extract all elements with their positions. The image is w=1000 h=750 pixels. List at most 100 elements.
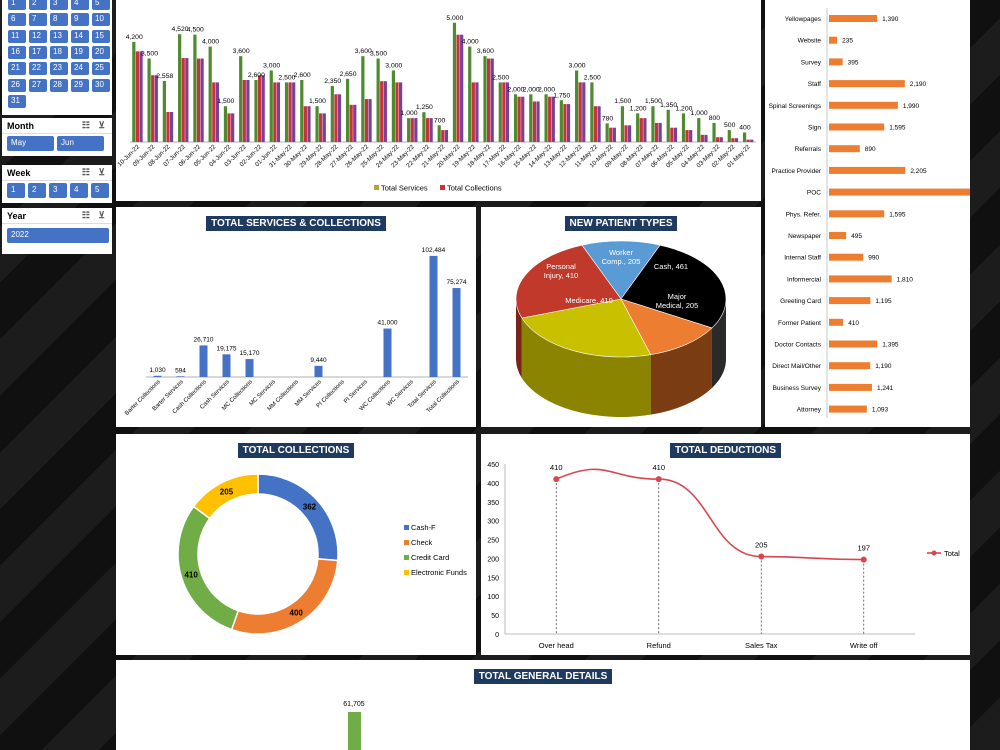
year-button-2022[interactable]: 2022 [7,228,109,243]
daily-bar-series3 [337,94,342,142]
deductions-y-tick: 150 [487,575,499,582]
daily-bar-collections [395,82,399,142]
day-slicer: 1 2 3 4 5 6 7 8 9 10 11 12 13 14 15 16 17 18 19 20 21 22 23 24 2… [2,0,112,115]
daily-bar-services [513,94,518,142]
day-button-15[interactable]: 15 [92,29,110,43]
day-button-4[interactable]: 4 [71,0,89,10]
daily-data-label: 4,000 [202,39,219,46]
referral-bar [829,101,898,109]
day-button-31[interactable]: 31 [8,94,26,108]
week-button-3[interactable]: 3 [49,183,67,198]
week-button-4[interactable]: 4 [70,183,88,198]
referral-category-label: Internal Staff [784,255,821,262]
day-button-10[interactable]: 10 [92,13,110,27]
daily-bar-collections [548,96,552,142]
day-button-27[interactable]: 27 [29,78,47,92]
day-button-23[interactable]: 23 [50,62,68,76]
referral-category-label: Former Patient [778,320,821,327]
daily-bar-series3 [536,101,540,142]
day-button-21[interactable]: 21 [8,62,26,76]
day-button-17[interactable]: 17 [29,45,47,59]
daily-data-label: 1,500 [217,98,234,105]
patient-slice-side [650,327,712,415]
referral-category-label: POC [807,190,821,197]
day-button-3[interactable]: 3 [50,0,68,10]
deductions-y-tick: 350 [487,500,499,507]
daily-bar-series3 [505,82,510,142]
daily-data-label: 3,600 [233,48,250,55]
daily-data-label: 1,250 [416,104,433,111]
deductions-y-tick: 100 [487,594,499,601]
day-button-13[interactable]: 13 [50,29,68,43]
day-button-25[interactable]: 25 [92,62,110,76]
referral-bar [829,166,906,174]
day-button-30[interactable]: 30 [92,78,110,92]
slicer-multiselect-icon[interactable]: ☷ ⊻ [81,120,108,130]
daily-bar-series3 [215,82,219,142]
day-button-6[interactable]: 6 [8,13,26,27]
day-button-16[interactable]: 16 [8,45,26,59]
day-button-18[interactable]: 18 [50,45,68,59]
deductions-y-tick: 0 [495,632,499,639]
slicer-clear-filter-icon[interactable]: ☷ ⊻ [81,167,108,177]
referral-value-label: 235 [842,38,853,45]
daily-bar-series3 [582,82,586,142]
month-slicer: Month ☷ ⊻ May Jun [2,118,112,156]
day-button-12[interactable]: 12 [29,29,47,43]
day-button-14[interactable]: 14 [71,29,89,43]
daily-data-label: 2,000 [507,86,524,93]
daily-bar-series3 [261,75,265,142]
year-slicer-header: Year ☷ ⊻ [2,208,112,224]
deductions-y-tick: 450 [487,462,499,469]
day-button-8[interactable]: 8 [50,13,68,27]
daily-data-label: 400 [739,124,751,131]
referral-value-label: 395 [848,59,859,66]
day-button-19[interactable]: 19 [71,45,89,59]
slicer-filter-icon[interactable]: ☷ ⊻ [81,210,108,220]
daily-bar-collections [456,34,460,142]
day-button-22[interactable]: 22 [29,62,47,76]
month-button-jun[interactable]: Jun [57,136,104,151]
deductions-line [555,468,864,561]
day-button-5[interactable]: 5 [92,0,110,10]
day-button-7[interactable]: 7 [29,13,47,27]
daily-bar-services [742,132,747,142]
daily-data-label: 3,600 [355,48,372,55]
daily-bar-collections [731,138,735,142]
daily-services-collections-chart: 4,20010-Jun-223,50009-Jun-222,55808-Jun-… [116,15,756,193]
daily-bar-collections [685,130,689,142]
day-button-24[interactable]: 24 [71,62,89,76]
day-button-9[interactable]: 9 [71,13,89,27]
week-button-5[interactable]: 5 [91,183,109,198]
day-button-2[interactable]: 2 [29,0,47,10]
daily-bar-series3 [368,99,372,142]
week-button-2[interactable]: 2 [28,183,46,198]
day-button-11[interactable]: 11 [8,29,26,43]
daily-bar-services [544,94,548,142]
daily-bar-collections [135,51,140,143]
services-data-label: 594 [175,367,186,374]
day-button-26[interactable]: 26 [8,78,26,92]
daily-data-label: 1,000 [401,110,418,117]
referral-category-label: Staff [808,81,821,88]
services-data-label: 19,175 [217,345,237,352]
week-button-1[interactable]: 1 [7,183,25,198]
daily-bar-collections [380,81,384,142]
month-button-may[interactable]: May [7,136,54,151]
daily-data-label: 2,500 [584,74,601,81]
day-button-28[interactable]: 28 [50,78,68,92]
referral-category-label: Attorney [797,407,822,414]
daily-bar-series3 [551,96,555,142]
daily-bar-series3 [231,113,235,142]
daily-data-label: 4,500 [187,27,204,34]
services-bar [245,359,254,377]
collections-legend-label: Cash-F [411,523,436,532]
daily-bar-series3 [139,51,143,143]
daily-bar-services [376,58,380,142]
day-button-20[interactable]: 20 [92,45,110,59]
day-button-29[interactable]: 29 [71,78,89,92]
daily-bar-collections [319,113,323,142]
services-data-label: 15,170 [240,350,260,357]
day-button-1[interactable]: 1 [8,0,26,10]
referral-category-label: Doctor Contacts [774,342,821,349]
